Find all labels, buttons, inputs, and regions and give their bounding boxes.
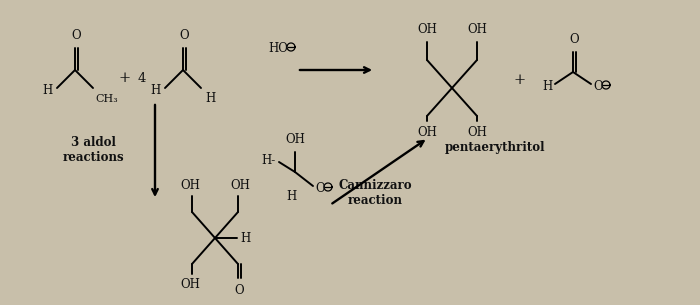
Text: O: O: [179, 29, 189, 42]
Text: CH₃: CH₃: [95, 94, 118, 104]
Text: OH: OH: [417, 126, 437, 139]
Text: pentaerythritol: pentaerythritol: [444, 142, 545, 155]
Text: H: H: [43, 84, 53, 96]
Text: O: O: [593, 80, 603, 92]
Text: +: +: [119, 71, 131, 85]
Text: H: H: [150, 84, 161, 96]
Text: H: H: [542, 80, 553, 92]
Text: O: O: [569, 33, 579, 46]
Text: OH: OH: [230, 179, 250, 192]
Text: H: H: [240, 231, 251, 245]
Text: 3 aldol
reactions: 3 aldol reactions: [62, 136, 124, 164]
Text: H: H: [286, 190, 296, 203]
Text: O: O: [234, 284, 244, 297]
Text: OH: OH: [417, 23, 437, 36]
Text: HO: HO: [268, 41, 288, 55]
Text: Cannizzaro
reaction: Cannizzaro reaction: [338, 179, 412, 207]
Text: O: O: [71, 29, 80, 42]
Text: OH: OH: [285, 133, 305, 146]
Text: H: H: [205, 92, 216, 105]
Text: O: O: [315, 181, 325, 195]
Text: 4: 4: [138, 71, 146, 84]
Text: +: +: [514, 73, 526, 87]
Text: OH: OH: [180, 179, 200, 192]
Text: H-: H-: [262, 153, 276, 167]
Text: OH: OH: [467, 23, 487, 36]
Text: OH: OH: [467, 126, 487, 139]
Text: OH: OH: [180, 278, 200, 291]
